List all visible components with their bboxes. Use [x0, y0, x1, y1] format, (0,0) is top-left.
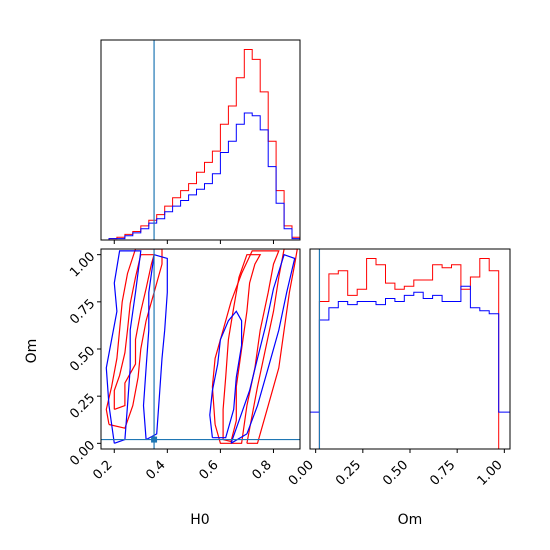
tick-label-H0-0.2: 0.2: [90, 458, 115, 483]
contour-series-2-level-4: [230, 253, 296, 444]
contour-series-2-level-2: [142, 253, 168, 441]
tick-label-H0-0.8: 0.8: [250, 458, 275, 483]
panel-hist-H0: [100, 39, 301, 241]
contour-series-2-level-3: [209, 310, 243, 439]
y-axis-label: Om: [24, 339, 40, 364]
panel-joint-H0-Om: [100, 248, 301, 450]
contour-series-1-level-2: [105, 249, 163, 429]
panel-frame-hist-Om: [309, 248, 511, 450]
contour-series-2-level-1: [105, 250, 142, 444]
x-axis-label: H0: [190, 512, 209, 528]
tick-label-Om-x-1.00: 1.00: [475, 458, 506, 489]
tick-label-Om-x-0.75: 0.75: [427, 458, 458, 489]
tick-label-Om-y-0.75: 0.75: [67, 297, 98, 328]
tick-label-Om-y-0.50: 0.50: [67, 344, 98, 375]
tick-label-Om-x-0.50: 0.50: [380, 458, 411, 489]
panel-frame-hist-H0: [100, 39, 301, 241]
tick-label-H0-0.6: 0.6: [196, 458, 221, 483]
hist-Om-series-1: [310, 258, 510, 449]
panel-hist-Om: [309, 248, 511, 450]
hist-H0-series-2: [101, 112, 300, 240]
x-axis-label-right: Om: [398, 512, 423, 528]
tick-label-H0-0.4: 0.4: [143, 458, 168, 483]
contour-series-1-level-3: [222, 254, 262, 443]
contour-series-1-level-5: [246, 249, 298, 444]
hist-Om-series-2: [310, 285, 510, 449]
tick-label-Om-y-1.00: 1.00: [67, 249, 98, 280]
contour-series-1-level-4: [211, 250, 280, 444]
hist-H0-series-1: [101, 49, 300, 240]
tick-label-Om-x-0.00: 0.00: [286, 458, 317, 489]
truth-marker: [151, 436, 158, 443]
tick-label-Om-x-0.25: 0.25: [333, 458, 364, 489]
tick-label-Om-y-0.25: 0.25: [67, 391, 98, 422]
tick-label-Om-y-0.00: 0.00: [67, 438, 98, 469]
